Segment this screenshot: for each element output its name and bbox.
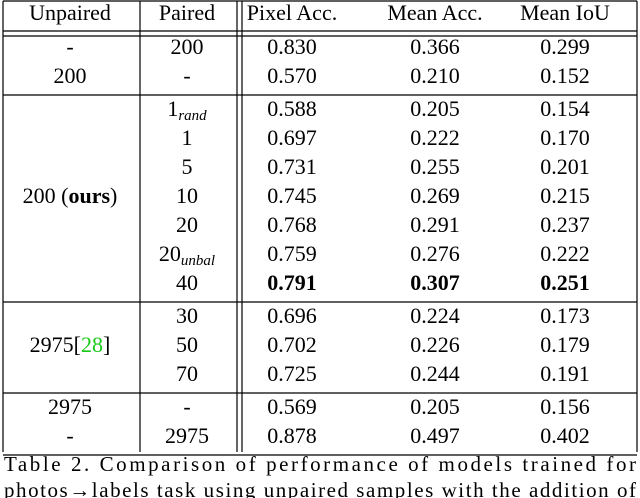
paired-cell: 1 (182, 125, 193, 150)
unpaired-cell: - (66, 423, 73, 448)
header-cell: Pixel Acc. (247, 0, 337, 25)
unpaired-cell: 200 (ours) (23, 183, 118, 208)
metric-cell: 0.222 (540, 241, 590, 266)
metric-cell: 0.210 (410, 63, 460, 88)
metric-cell: 0.156 (540, 394, 590, 419)
metric-cell: 0.588 (267, 96, 317, 121)
paired-cell: 30 (176, 303, 198, 328)
unpaired-cell: 2975 (48, 394, 92, 419)
text-run: ] (103, 332, 110, 357)
metric-cell: 0.244 (410, 361, 460, 386)
metric-cell: 0.201 (540, 154, 590, 179)
header-cell: Mean IoU (520, 0, 610, 25)
metric-cell: 0.830 (267, 34, 317, 59)
text-run: 200 ( (23, 183, 69, 208)
metric-cell: 0.222 (410, 125, 460, 150)
text-run: unbal (181, 253, 215, 269)
metric-cell: 0.179 (540, 332, 590, 357)
metric-cell: 0.226 (410, 332, 460, 357)
metric-cell: 0.366 (410, 34, 460, 59)
metric-cell: 0.768 (267, 212, 317, 237)
metric-cell: 0.205 (410, 96, 460, 121)
text-run: 20 (159, 241, 181, 266)
metric-cell: 0.759 (267, 241, 317, 266)
caption-line: photos→labels task using unpaired sample… (4, 478, 636, 498)
metric-cell: 0.191 (540, 361, 590, 386)
metric-cell: 0.154 (540, 96, 590, 121)
paired-cell: 20unbal (159, 241, 215, 269)
header-cell: Unpaired (29, 0, 111, 25)
metric-cell: 0.255 (410, 154, 460, 179)
metric-cell: 0.402 (540, 423, 590, 448)
metric-cell: 0.696 (267, 303, 317, 328)
metric-cell: 0.878 (267, 423, 317, 448)
metric-cell: 0.170 (540, 125, 590, 150)
text-run: ) (110, 183, 117, 208)
header-cell: Mean Acc. (387, 0, 482, 25)
metric-cell: 0.697 (267, 125, 317, 150)
paired-cell: 10 (176, 183, 198, 208)
paired-cell: 2975 (165, 423, 209, 448)
paired-cell: 20 (176, 212, 198, 237)
header-cell: Paired (159, 0, 215, 25)
metric-cell: 0.224 (410, 303, 460, 328)
text-run: rand (178, 108, 207, 124)
metric-cell: 0.702 (267, 332, 317, 357)
metric-cell: 0.570 (267, 63, 317, 88)
metric-cell: 0.299 (540, 34, 590, 59)
unpaired-cell: - (66, 34, 73, 59)
metric-cell: 0.152 (540, 63, 590, 88)
paired-cell: 200 (171, 34, 204, 59)
metric-cell: 0.251 (540, 270, 590, 295)
text-run: ours (68, 183, 110, 208)
paired-cell: - (183, 394, 190, 419)
paired-cell: 50 (176, 332, 198, 357)
paired-cell: 5 (182, 154, 193, 179)
text-run: 1 (167, 96, 178, 121)
metric-cell: 0.205 (410, 394, 460, 419)
metric-cell: 0.173 (540, 303, 590, 328)
metric-cell: 0.307 (410, 270, 460, 295)
metric-cell: 0.791 (267, 270, 317, 295)
metric-cell: 0.569 (267, 394, 317, 419)
text-run: 2975[ (30, 332, 81, 357)
metric-cell: 0.291 (410, 212, 460, 237)
metric-cell: 0.725 (267, 361, 317, 386)
paired-cell: 40 (176, 270, 198, 295)
paired-cell: 1rand (167, 96, 207, 124)
unpaired-cell: 2975[28] (30, 332, 111, 357)
metric-cell: 0.276 (410, 241, 460, 266)
metric-cell: 0.497 (410, 423, 460, 448)
text-run: 28 (81, 332, 103, 357)
metric-cell: 0.731 (267, 154, 317, 179)
paired-cell: 70 (176, 361, 198, 386)
metric-cell: 0.745 (267, 183, 317, 208)
unpaired-cell: 200 (54, 63, 87, 88)
paired-cell: - (183, 63, 190, 88)
metric-cell: 0.237 (540, 212, 590, 237)
caption-line: Table 2. Comparison of performance of mo… (4, 452, 636, 476)
metric-cell: 0.215 (540, 183, 590, 208)
metric-cell: 0.269 (410, 183, 460, 208)
